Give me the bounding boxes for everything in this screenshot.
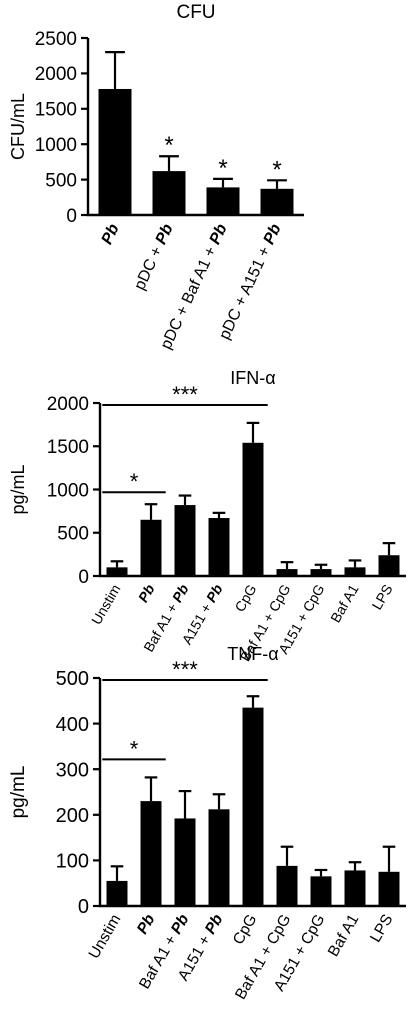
bar <box>310 569 332 576</box>
chart-title: IFN-α <box>230 368 275 388</box>
y-tick-label: 200 <box>56 805 89 827</box>
bar <box>206 187 240 215</box>
significance-bracket-label: *** <box>172 382 198 407</box>
y-tick-label: 2500 <box>35 29 77 50</box>
y-tick-label: 0 <box>78 896 89 918</box>
bar <box>208 809 230 906</box>
bar <box>98 88 132 215</box>
significance-star: * <box>218 155 227 182</box>
bar <box>140 519 162 576</box>
y-axis-label: pg/mL <box>8 766 29 819</box>
significance-bracket-label: * <box>130 469 139 494</box>
y-tick-label: 400 <box>56 714 89 736</box>
y-tick-label: 1500 <box>47 437 89 458</box>
bar <box>276 865 298 906</box>
x-tick-label: Pb <box>134 911 159 937</box>
y-tick-label: 500 <box>45 170 77 191</box>
bar <box>276 569 298 576</box>
bar <box>174 505 196 576</box>
significance-bracket-label: * <box>130 736 139 761</box>
bar <box>242 442 264 576</box>
x-tick-label: Unstim <box>86 912 125 962</box>
bar <box>378 871 400 906</box>
bar <box>152 171 186 215</box>
bar <box>378 555 400 576</box>
x-tick-label: pDC + Pb <box>131 221 176 292</box>
x-tick-label: Pb <box>135 581 158 605</box>
x-tick-label: Baf A1 <box>325 912 363 960</box>
bar <box>106 880 128 906</box>
x-tick-label: Unstim <box>88 582 124 628</box>
y-tick-label: 500 <box>57 524 89 545</box>
bar <box>310 876 332 906</box>
x-tick-label: Baf A1 <box>327 581 362 625</box>
bar <box>242 707 264 906</box>
y-tick-label: 1000 <box>47 480 89 501</box>
bar <box>260 188 294 215</box>
chart-3: TNF-α pg/mL 0 100 200 300 400 500 Unstim Pb Baf A1… <box>8 644 406 1002</box>
chart-2: IFN-α pg/mL 0 500 1000 1500 2000 Unstim Pb Baf A1… <box>8 368 406 664</box>
x-tick-label: LPS <box>367 912 396 946</box>
bar <box>344 567 366 576</box>
chart-title: TNF-α <box>227 644 278 664</box>
significance-star: * <box>164 132 173 159</box>
y-tick-label: 2000 <box>35 64 77 85</box>
x-tick-label: LPS <box>369 582 396 613</box>
chart-1: CFU CFU/mL 0 500 1000 1500 2000 2500 Pb pDC + Pb p… <box>8 2 304 352</box>
bar <box>140 801 162 906</box>
chart-title: CFU <box>176 2 215 23</box>
y-tick-label: 0 <box>78 567 89 588</box>
y-axis-label: pg/mL <box>8 464 28 514</box>
significance-bracket-label: *** <box>172 657 198 682</box>
bar <box>106 567 128 576</box>
bar <box>174 818 196 906</box>
x-tick-label: CpG <box>231 582 259 615</box>
x-tick-label: Pb <box>99 221 123 247</box>
bar <box>344 870 366 906</box>
y-tick-label: 300 <box>56 759 89 781</box>
y-tick-label: 500 <box>56 668 89 690</box>
y-tick-label: 1000 <box>35 135 77 156</box>
y-tick-label: 0 <box>66 206 77 227</box>
significance-star: * <box>272 156 281 183</box>
y-axis-label: CFU/mL <box>8 93 28 160</box>
y-tick-label: 100 <box>56 851 89 873</box>
y-tick-label: 1500 <box>35 100 77 121</box>
x-tick-label: CpG <box>230 912 261 948</box>
y-tick-label: 2000 <box>47 394 89 415</box>
bar <box>208 518 230 576</box>
x-tick-label: pDC + A151 + Pb <box>216 221 285 342</box>
